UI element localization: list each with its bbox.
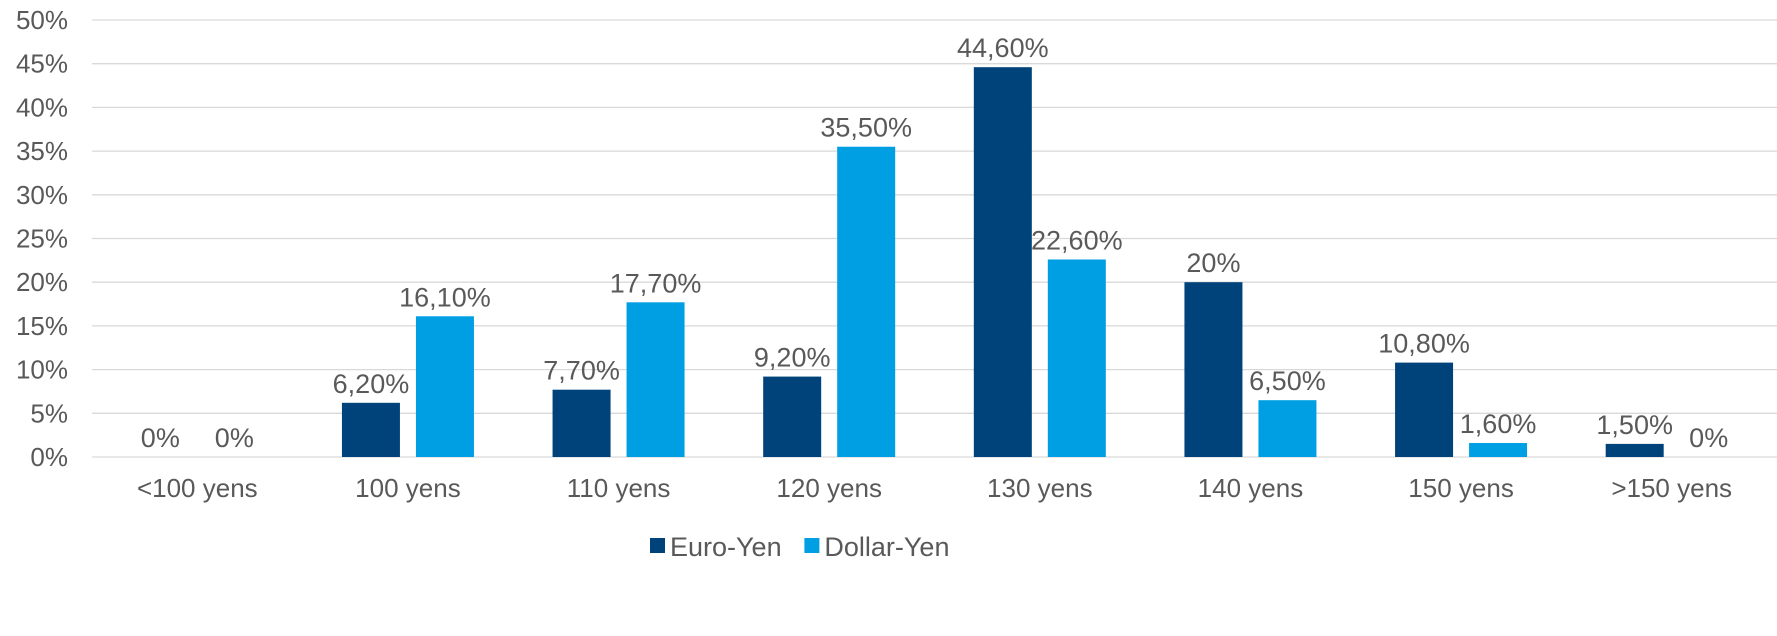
category-label: <100 yens — [137, 473, 258, 503]
category-label: 110 yens — [567, 473, 671, 503]
y-tick-label: 0% — [30, 442, 68, 472]
legend-label: Dollar-Yen — [824, 532, 949, 562]
data-label: 6,50% — [1249, 366, 1326, 396]
data-label: 44,60% — [957, 33, 1049, 63]
category-label: 150 yens — [1408, 473, 1514, 503]
y-tick-label: 35% — [16, 136, 68, 166]
category-label: 140 yens — [1198, 473, 1304, 503]
bar-dollar-yen-5 — [1258, 400, 1317, 457]
data-label: 35,50% — [820, 113, 912, 143]
y-tick-label: 30% — [16, 180, 68, 210]
y-tick-label: 20% — [16, 267, 68, 297]
legend: Euro-Yen Dollar-Yen — [650, 532, 949, 562]
bar-dollar-yen-1 — [415, 316, 474, 457]
data-label: 10,80% — [1378, 329, 1470, 359]
data-label: 0% — [141, 423, 180, 453]
data-label: 17,70% — [610, 268, 702, 298]
data-label: 6,20% — [333, 369, 410, 399]
bar-dollar-yen-6 — [1469, 443, 1528, 457]
y-tick-label: 15% — [16, 311, 68, 341]
legend-label: Euro-Yen — [670, 532, 782, 562]
y-tick-label: 25% — [16, 224, 68, 254]
category-label: >150 yens — [1611, 473, 1732, 503]
legend-swatch — [650, 538, 665, 553]
data-label: 7,70% — [543, 356, 620, 386]
y-tick-label: 40% — [16, 92, 68, 122]
data-label: 20% — [1186, 248, 1240, 278]
y-tick-label: 45% — [16, 49, 68, 79]
bar-euro-yen-7 — [1605, 443, 1664, 457]
y-tick-label: 10% — [16, 355, 68, 385]
data-label: 0% — [215, 423, 254, 453]
data-label: 9,20% — [754, 343, 831, 373]
bar-euro-yen-4 — [973, 67, 1032, 458]
bar-dollar-yen-2 — [626, 302, 685, 457]
x-axis-category-labels: <100 yens 100 yens 110 yens 120 yens 130 yen… — [137, 473, 1732, 503]
category-label: 120 yens — [776, 473, 882, 503]
data-label: 22,60% — [1031, 225, 1123, 255]
legend-item: Euro-Yen — [650, 532, 782, 562]
bar-euro-yen-6 — [1395, 362, 1454, 457]
data-labels: 0% 0% 6,20% 16,10% 7,70% 17,70% 9,20% 35,50% 44,… — [141, 33, 1728, 453]
data-label: 0% — [1689, 423, 1728, 453]
bar-dollar-yen-4 — [1047, 259, 1106, 457]
bar-euro-yen-1 — [341, 402, 400, 457]
bar-euro-yen-2 — [552, 389, 611, 457]
data-label: 1,60% — [1460, 409, 1537, 439]
data-label: 1,50% — [1596, 410, 1673, 440]
bar-euro-yen-3 — [763, 376, 822, 457]
legend-item: Dollar-Yen — [804, 532, 949, 562]
category-label: 100 yens — [355, 473, 461, 503]
bars — [341, 67, 1664, 458]
y-tick-label: 5% — [30, 398, 68, 428]
y-axis-tick-labels: 0% 5% 10% 15% 20% 25% 30% 35% 40% 45% 50% — [16, 5, 68, 472]
category-label: 130 yens — [987, 473, 1093, 503]
legend-swatch — [804, 538, 820, 553]
bar-dollar-yen-3 — [837, 146, 896, 458]
y-tick-label: 50% — [16, 5, 68, 35]
data-label: 16,10% — [399, 282, 491, 312]
bar-euro-yen-5 — [1184, 282, 1243, 457]
